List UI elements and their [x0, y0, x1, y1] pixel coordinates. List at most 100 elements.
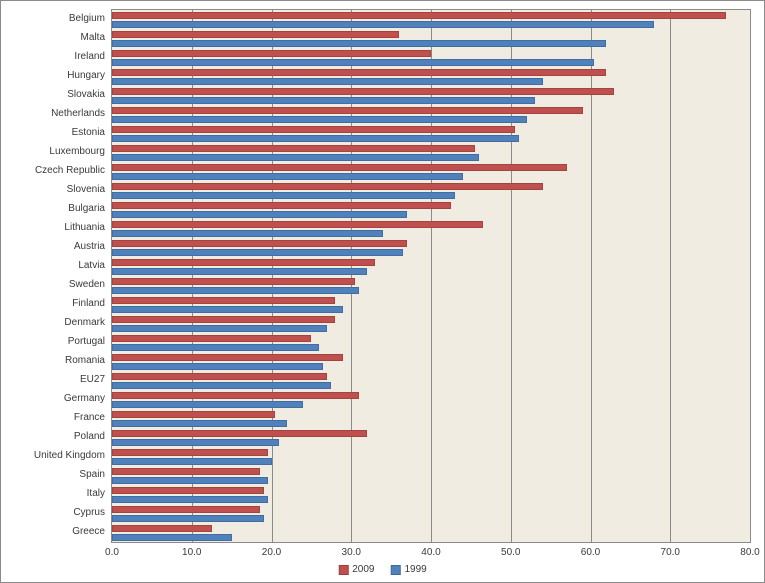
y-axis-label: Sweden [3, 279, 105, 291]
y-axis-label: Romania [3, 355, 105, 367]
y-axis-label: United Kingdom [3, 450, 105, 462]
category-group [112, 145, 750, 161]
category-group [112, 259, 750, 275]
category-group [112, 392, 750, 408]
category-group [112, 126, 750, 142]
category-group [112, 12, 750, 28]
bar-1999 [112, 439, 279, 446]
y-axis-label: Portugal [3, 336, 105, 348]
bar-1999 [112, 192, 455, 199]
bar-1999 [112, 287, 359, 294]
bar-2009 [112, 88, 614, 95]
bar-2009 [112, 107, 583, 114]
legend-item-1999: 1999 [391, 564, 427, 575]
bar-2009 [112, 183, 543, 190]
bar-2009 [112, 468, 260, 475]
y-axis-label: Belgium [3, 13, 105, 25]
bar-2009 [112, 487, 264, 494]
bar-1999 [112, 59, 594, 66]
x-tick-label: 0.0 [105, 547, 119, 558]
plot-area [111, 9, 751, 543]
bar-1999 [112, 21, 654, 28]
category-group [112, 468, 750, 484]
bar-2009 [112, 50, 431, 57]
bar-1999 [112, 363, 323, 370]
y-axis-label: Hungary [3, 70, 105, 82]
bar-2009 [112, 145, 475, 152]
y-axis-label: Spain [3, 469, 105, 481]
bar-1999 [112, 230, 383, 237]
gridline [750, 10, 751, 542]
category-group [112, 50, 750, 66]
bar-2009 [112, 164, 567, 171]
bar-1999 [112, 97, 535, 104]
y-axis-label: Malta [3, 32, 105, 44]
bar-2009 [112, 525, 212, 532]
bar-1999 [112, 401, 303, 408]
y-axis-label: Italy [3, 488, 105, 500]
y-axis-label: Lithuania [3, 222, 105, 234]
category-group [112, 297, 750, 313]
category-group [112, 88, 750, 104]
y-axis-label: EU27 [3, 374, 105, 386]
y-axis-label: Ireland [3, 51, 105, 63]
x-tick-label: 10.0 [182, 547, 201, 558]
y-axis-label: Finland [3, 298, 105, 310]
bar-2009 [112, 430, 367, 437]
x-tick-label: 20.0 [262, 547, 281, 558]
x-tick-label: 50.0 [501, 547, 520, 558]
bar-1999 [112, 515, 264, 522]
category-group [112, 354, 750, 370]
bar-2009 [112, 297, 335, 304]
legend-swatch-1999 [391, 565, 401, 575]
bar-2009 [112, 278, 355, 285]
bar-2009 [112, 373, 327, 380]
category-group [112, 487, 750, 503]
legend-label-1999: 1999 [405, 564, 427, 575]
bar-1999 [112, 477, 268, 484]
bar-2009 [112, 202, 451, 209]
x-tick-label: 80.0 [740, 547, 759, 558]
bar-2009 [112, 411, 275, 418]
y-axis-label: Bulgaria [3, 203, 105, 215]
y-axis-label: Luxembourg [3, 146, 105, 158]
category-group [112, 316, 750, 332]
bar-1999 [112, 116, 527, 123]
bar-1999 [112, 173, 463, 180]
bar-1999 [112, 154, 479, 161]
bar-2009 [112, 240, 407, 247]
category-group [112, 373, 750, 389]
category-group [112, 221, 750, 237]
bar-1999 [112, 458, 272, 465]
y-axis-label: Slovakia [3, 89, 105, 101]
category-group [112, 506, 750, 522]
chart-container: BelgiumMaltaIrelandHungarySlovakiaNether… [0, 0, 765, 583]
category-group [112, 69, 750, 85]
bar-1999 [112, 249, 403, 256]
y-axis-label: Greece [3, 526, 105, 538]
bar-2009 [112, 126, 515, 133]
bar-2009 [112, 69, 606, 76]
y-axis-label: Estonia [3, 127, 105, 139]
category-group [112, 278, 750, 294]
bar-1999 [112, 496, 268, 503]
bar-2009 [112, 12, 726, 19]
category-group [112, 31, 750, 47]
bar-2009 [112, 449, 268, 456]
legend: 2009 1999 [338, 564, 427, 575]
bar-1999 [112, 344, 319, 351]
bar-2009 [112, 354, 343, 361]
y-axis-label: France [3, 412, 105, 424]
y-axis-label: Denmark [3, 317, 105, 329]
y-axis-label: Germany [3, 393, 105, 405]
category-group [112, 430, 750, 446]
bar-1999 [112, 211, 407, 218]
bar-1999 [112, 306, 343, 313]
category-group [112, 183, 750, 199]
category-group [112, 335, 750, 351]
bar-1999 [112, 382, 331, 389]
category-group [112, 240, 750, 256]
category-group [112, 411, 750, 427]
y-axis-label: Poland [3, 431, 105, 443]
bar-1999 [112, 420, 287, 427]
